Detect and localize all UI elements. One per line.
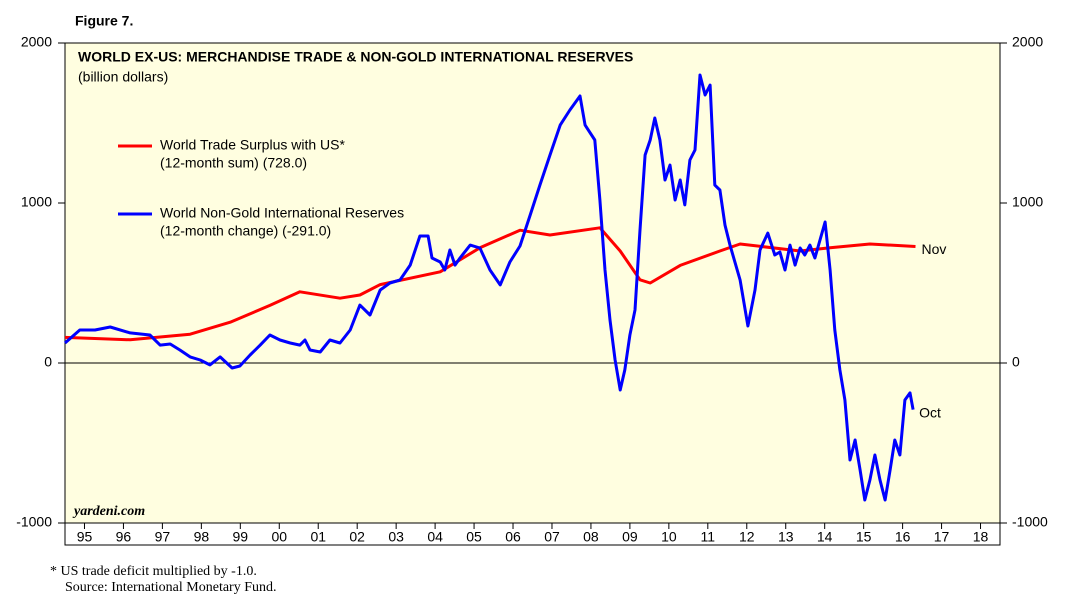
x-tick-label: 14 xyxy=(817,529,833,545)
x-tick-label: 05 xyxy=(466,529,482,545)
chart-title: WORLD EX-US: MERCHANDISE TRADE & NON-GOL… xyxy=(78,49,633,65)
x-tick-label: 99 xyxy=(233,529,249,545)
end-label: Oct xyxy=(919,404,941,420)
x-tick-label: 97 xyxy=(155,529,171,545)
footnote: * US trade deficit multiplied by -1.0. xyxy=(50,564,257,579)
legend-label: World Non-Gold International Reserves xyxy=(160,205,404,221)
x-tick-label: 11 xyxy=(701,529,716,545)
y2-tick-label: 0 xyxy=(1012,354,1020,370)
x-tick-label: 08 xyxy=(583,529,599,545)
legend-detail: (12-month change) (-291.0) xyxy=(160,223,331,239)
y2-tick-label: 1000 xyxy=(1012,194,1043,210)
figure-label: Figure 7. xyxy=(75,13,133,29)
y2-tick-label: -1000 xyxy=(1012,514,1048,530)
x-tick-label: 12 xyxy=(739,529,755,545)
y-tick-label: -1000 xyxy=(16,514,52,530)
legend-label: World Trade Surplus with US* xyxy=(160,137,345,153)
y-tick-label: 0 xyxy=(44,354,52,370)
series-line xyxy=(64,73,915,502)
footnote: Source: International Monetary Fund. xyxy=(65,580,277,595)
legend-detail: (12-month sum) (728.0) xyxy=(160,155,307,171)
end-label: Nov xyxy=(921,241,946,257)
x-tick-label: 18 xyxy=(973,529,989,545)
x-tick-label: 01 xyxy=(310,529,326,545)
x-axis-band xyxy=(64,522,1001,546)
x-tick-label: 95 xyxy=(77,529,93,545)
x-tick-label: 15 xyxy=(856,529,872,545)
watermark: yardeni.com xyxy=(72,504,145,519)
x-tick-label: 04 xyxy=(427,529,443,545)
series-line xyxy=(64,226,916,342)
y-tick-label: 2000 xyxy=(21,34,52,50)
x-tick-label: 10 xyxy=(661,529,677,545)
x-tick-label: 13 xyxy=(778,529,794,545)
x-tick-label: 16 xyxy=(895,529,911,545)
x-tick-label: 17 xyxy=(934,529,950,545)
x-tick-label: 96 xyxy=(116,529,132,545)
x-tick-label: 98 xyxy=(194,529,210,545)
x-tick-label: 03 xyxy=(388,529,404,545)
x-tick-label: 00 xyxy=(271,529,287,545)
chart-subtitle: (billion dollars) xyxy=(78,69,168,85)
x-tick-label: 02 xyxy=(349,529,365,545)
y2-tick-label: 2000 xyxy=(1012,34,1043,50)
plot-area xyxy=(64,42,1001,524)
x-tick-label: 09 xyxy=(622,529,638,545)
x-tick-label: 07 xyxy=(544,529,560,545)
x-tick-label: 06 xyxy=(505,529,521,545)
y-tick-label: 1000 xyxy=(21,194,52,210)
